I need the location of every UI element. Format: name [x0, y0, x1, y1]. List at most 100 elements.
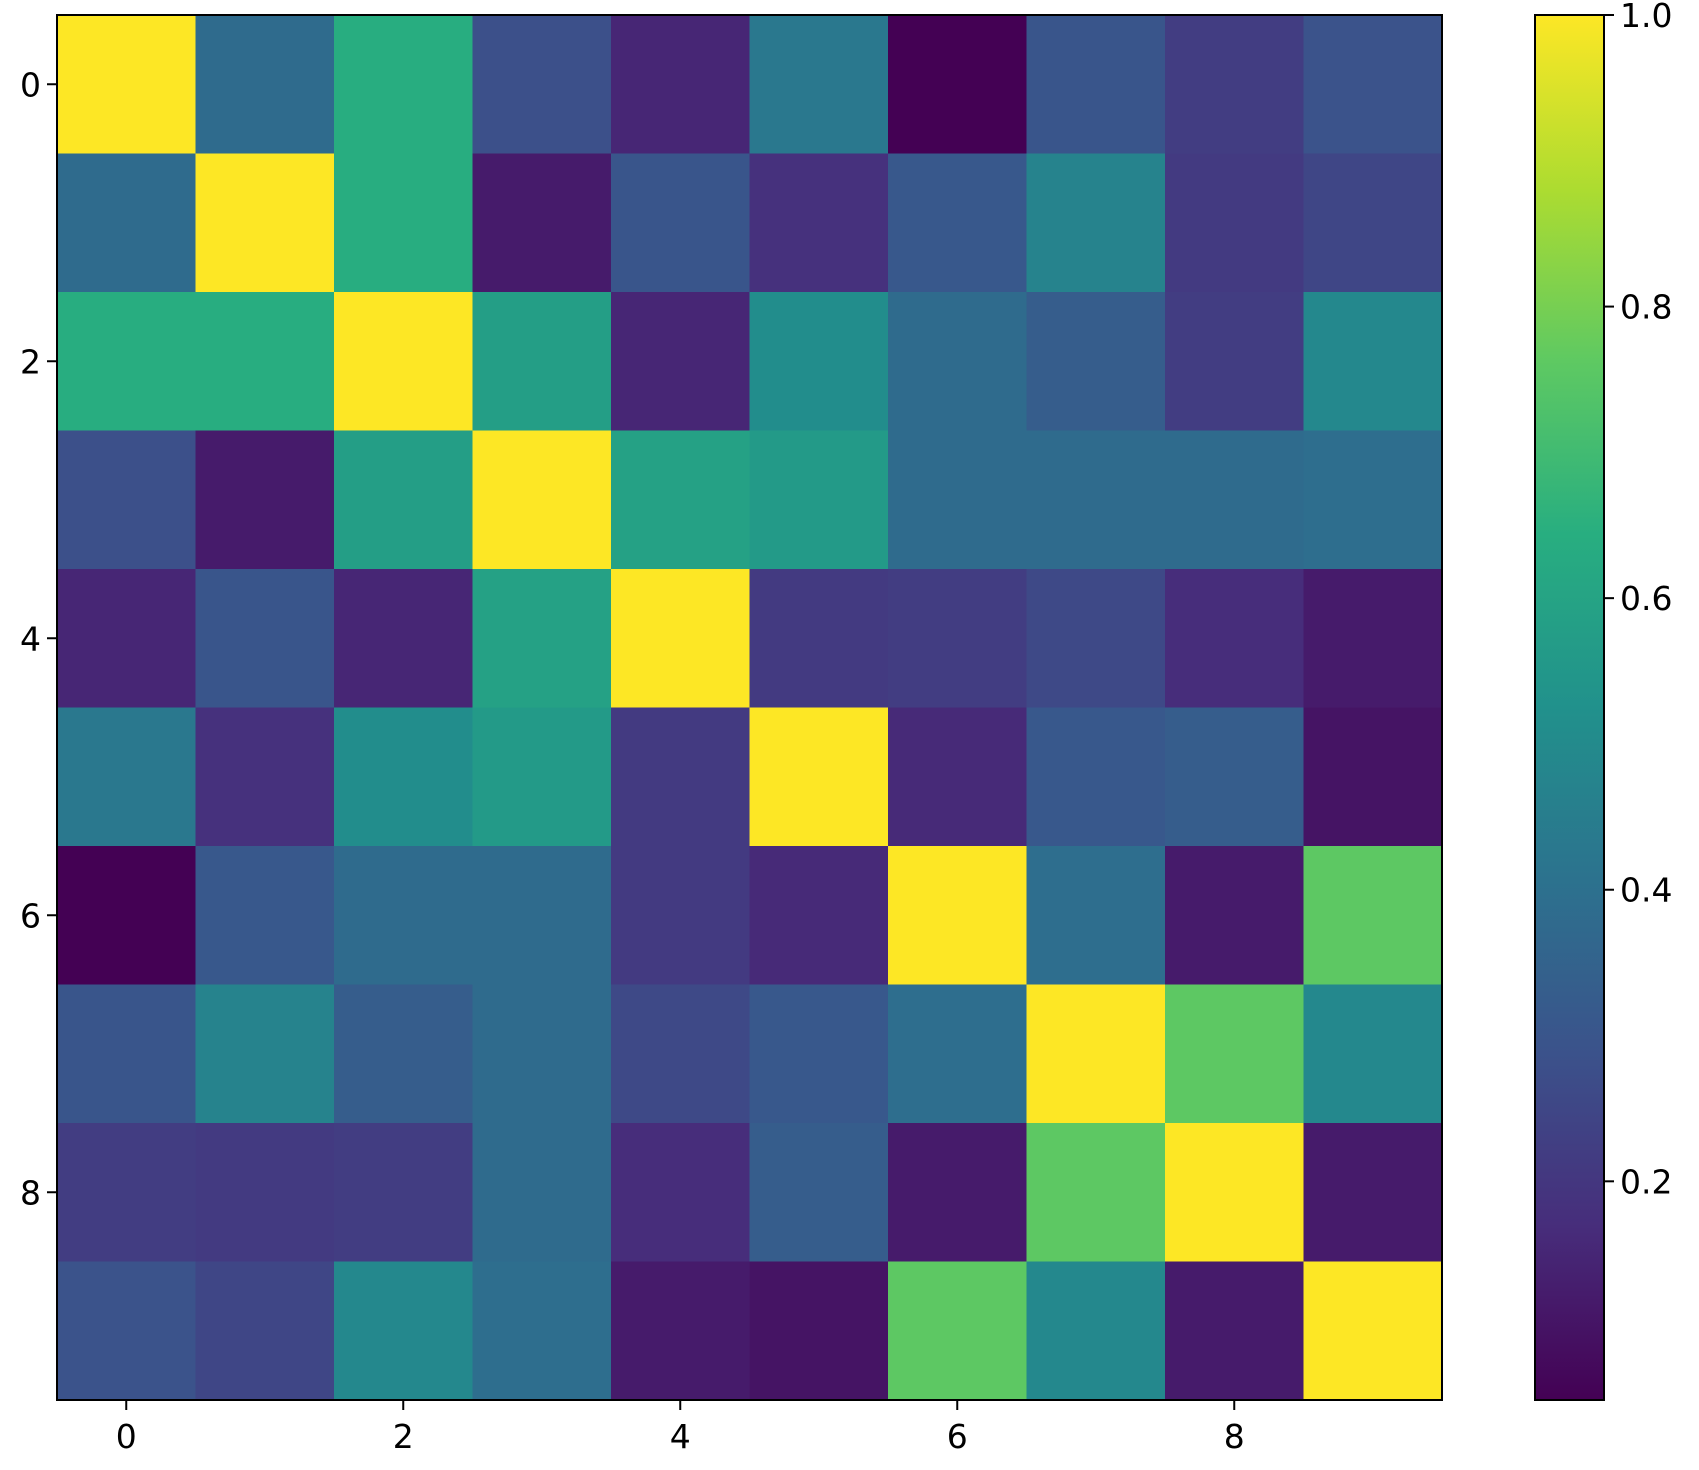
heatmap-cell-r6-c1 [195, 846, 335, 986]
heatmap-cell-r2-c1 [195, 292, 335, 432]
colorbar [1535, 15, 1604, 1400]
heatmap-cell-r1-c0 [57, 153, 197, 293]
heatmap-cell-r4-c3 [472, 569, 612, 709]
heatmap-cell-r9-c5 [749, 1261, 889, 1401]
heatmap-cell-r5-c3 [472, 707, 612, 847]
heatmap-cell-r9-c6 [888, 1261, 1028, 1401]
heatmap-cell-r5-c9 [1303, 707, 1443, 847]
heatmap-cell-r2-c4 [611, 292, 751, 432]
heatmap-cell-r2-c9 [1303, 292, 1443, 432]
heatmap-cell-r9-c4 [611, 1261, 751, 1401]
heatmap-cell-r5-c5 [749, 707, 889, 847]
heatmap-cell-r6-c7 [1026, 846, 1166, 986]
heatmap-cell-r6-c6 [888, 846, 1028, 986]
heatmap-cell-r5-c1 [195, 707, 335, 847]
y-tick-label: 8 [20, 1173, 41, 1212]
heatmap-cell-r5-c2 [334, 707, 474, 847]
heatmap-cell-r7-c3 [472, 984, 612, 1124]
heatmap-cell-r1-c9 [1303, 153, 1443, 293]
heatmap-cell-r6-c2 [334, 846, 474, 986]
heatmap-cell-r5-c6 [888, 707, 1028, 847]
heatmap-cell-r3-c4 [611, 430, 751, 570]
heatmap-cell-r3-c0 [57, 430, 197, 570]
heatmap-cell-r2-c6 [888, 292, 1028, 432]
heatmap-cell-r4-c6 [888, 569, 1028, 709]
heatmap-cell-r0-c5 [749, 15, 889, 155]
heatmap-cell-r6-c4 [611, 846, 751, 986]
y-tick-label: 6 [20, 896, 41, 935]
heatmap-cell-r4-c2 [334, 569, 474, 709]
heatmap-cell-r1-c4 [611, 153, 751, 293]
heatmap-cell-r2-c5 [749, 292, 889, 432]
heatmap-cells [57, 15, 1443, 1401]
heatmap-cell-r3-c3 [472, 430, 612, 570]
heatmap-cell-r6-c5 [749, 846, 889, 986]
heatmap-cell-r3-c1 [195, 430, 335, 570]
heatmap-cell-r7-c1 [195, 984, 335, 1124]
heatmap-cell-r3-c9 [1303, 430, 1443, 570]
heatmap-cell-r0-c3 [472, 15, 612, 155]
heatmap-cell-r4-c1 [195, 569, 335, 709]
heatmap-cell-r4-c9 [1303, 569, 1443, 709]
y-tick-label: 4 [20, 619, 41, 658]
heatmap-cell-r0-c8 [1165, 15, 1305, 155]
heatmap-cell-r1-c2 [334, 153, 474, 293]
heatmap-cell-r7-c7 [1026, 984, 1166, 1124]
colorbar-tick-label: 0.2 [1620, 1162, 1672, 1201]
colorbar-tick-label: 0.8 [1620, 288, 1672, 327]
heatmap-cell-r5-c7 [1026, 707, 1166, 847]
heatmap-cell-r7-c2 [334, 984, 474, 1124]
heatmap-cell-r3-c7 [1026, 430, 1166, 570]
heatmap-cell-r0-c6 [888, 15, 1028, 155]
heatmap-cell-r0-c2 [334, 15, 474, 155]
heatmap-cell-r8-c4 [611, 1123, 751, 1263]
heatmap-cell-r4-c7 [1026, 569, 1166, 709]
heatmap-cell-r1-c1 [195, 153, 335, 293]
heatmap-cell-r9-c2 [334, 1261, 474, 1401]
heatmap-cell-r7-c6 [888, 984, 1028, 1124]
heatmap-cell-r9-c1 [195, 1261, 335, 1401]
heatmap-cell-r7-c4 [611, 984, 751, 1124]
heatmap-cell-r6-c8 [1165, 846, 1305, 986]
heatmap-cell-r4-c4 [611, 569, 751, 709]
heatmap-cell-r9-c7 [1026, 1261, 1166, 1401]
heatmap-cell-r3-c2 [334, 430, 474, 570]
heatmap-cell-r0-c4 [611, 15, 751, 155]
heatmap-cell-r8-c3 [472, 1123, 612, 1263]
colorbar-tick-label: 0.6 [1620, 579, 1672, 618]
heatmap-cell-r4-c8 [1165, 569, 1305, 709]
heatmap-cell-r9-c8 [1165, 1261, 1305, 1401]
heatmap-cell-r5-c0 [57, 707, 197, 847]
colorbar-axis: 0.2 0.4 0.6 0.8 1.0 [1604, 0, 1672, 1201]
heatmap-cell-r7-c5 [749, 984, 889, 1124]
heatmap-cell-r9-c9 [1303, 1261, 1443, 1401]
heatmap-cell-r9-c0 [57, 1261, 197, 1401]
heatmap-cell-r6-c0 [57, 846, 197, 986]
heatmap-cell-r0-c1 [195, 15, 335, 155]
heatmap-cell-r7-c8 [1165, 984, 1305, 1124]
x-tick-label: 0 [116, 1417, 137, 1456]
heatmap-cell-r2-c3 [472, 292, 612, 432]
heatmap-cell-r2-c7 [1026, 292, 1166, 432]
heatmap-cell-r8-c9 [1303, 1123, 1443, 1263]
y-tick-label: 2 [20, 342, 41, 381]
heatmap-cell-r8-c7 [1026, 1123, 1166, 1263]
heatmap-cell-r8-c8 [1165, 1123, 1305, 1263]
x-axis: 0 2 4 6 8 [116, 1400, 1245, 1456]
heatmap-cell-r1-c8 [1165, 153, 1305, 293]
heatmap-cell-r8-c5 [749, 1123, 889, 1263]
x-tick-label: 4 [670, 1417, 691, 1456]
x-tick-label: 8 [1224, 1417, 1245, 1456]
heatmap-cell-r3-c5 [749, 430, 889, 570]
y-axis: 0 2 4 6 8 [20, 65, 57, 1212]
heatmap-cell-r8-c0 [57, 1123, 197, 1263]
heatmap-cell-r5-c4 [611, 707, 751, 847]
heatmap-cell-r2-c2 [334, 292, 474, 432]
heatmap-cell-r3-c6 [888, 430, 1028, 570]
x-tick-label: 2 [393, 1417, 414, 1456]
heatmap-cell-r3-c8 [1165, 430, 1305, 570]
heatmap-cell-r1-c6 [888, 153, 1028, 293]
heatmap-cell-r6-c3 [472, 846, 612, 986]
heatmap-cell-r2-c8 [1165, 292, 1305, 432]
